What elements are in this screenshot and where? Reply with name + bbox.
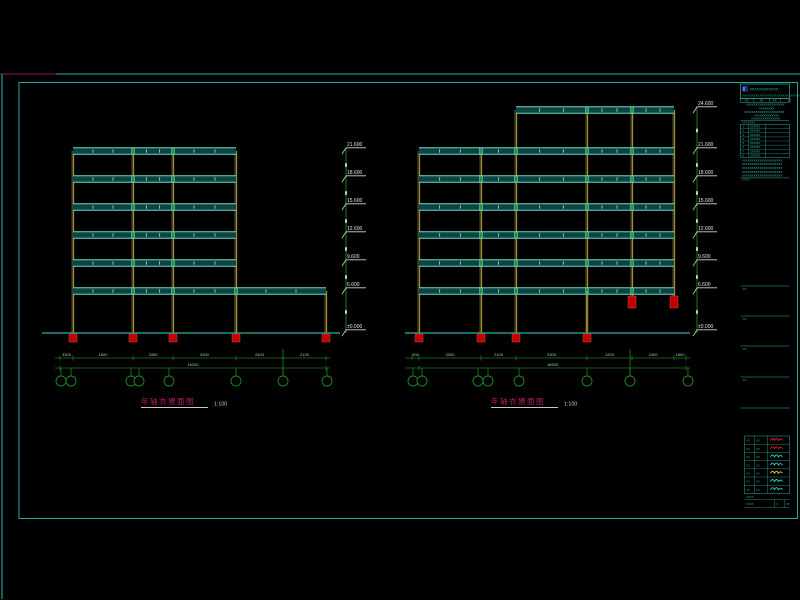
svg-text:18.600: 18.600: [698, 170, 714, 176]
svg-text:900: 900: [412, 352, 419, 357]
svg-text:12.600: 12.600: [347, 226, 363, 232]
svg-text:3300: 3300: [149, 352, 159, 357]
svg-text:6.600: 6.600: [698, 282, 711, 288]
svg-text:XX: XX: [746, 439, 750, 443]
svg-text:XX: XX: [743, 317, 747, 321]
svg-text:XX: XX: [743, 287, 747, 291]
svg-text:15.600: 15.600: [347, 198, 363, 204]
svg-text:XX: XX: [746, 480, 750, 484]
svg-text:15.600: 15.600: [698, 198, 714, 204]
svg-text:XXXXXX: XXXXXX: [750, 138, 760, 141]
svg-text:6.600: 6.600: [347, 282, 360, 288]
svg-text:±0.000: ±0.000: [698, 324, 713, 330]
svg-text:16200: 16200: [187, 362, 199, 367]
svg-text:2100: 2100: [300, 352, 310, 357]
svg-text:XXXXXX: XXXXXX: [750, 146, 760, 149]
svg-text:XX: XX: [786, 502, 790, 506]
svg-text:21.600: 21.600: [698, 142, 714, 148]
svg-text:2100: 2100: [494, 352, 504, 357]
svg-text:XXXX: XXXX: [742, 178, 750, 182]
svg-text:XX: XX: [746, 447, 750, 451]
svg-text:XXXXXX: XXXXXX: [750, 130, 760, 133]
svg-text:21.600: 21.600: [347, 142, 363, 148]
svg-text:XX: XX: [743, 378, 747, 382]
svg-text:XXXXXXX: XXXXXXX: [742, 120, 755, 124]
svg-text:XX: XX: [788, 98, 792, 102]
svg-text:XXXXXX: XXXXXX: [750, 142, 760, 145]
svg-text:9.600: 9.600: [698, 254, 711, 260]
svg-text:XXXXXXXXXXXX: XXXXXXXXXXXX: [750, 88, 779, 92]
svg-text:2400: 2400: [649, 352, 659, 357]
svg-text:年轴衣猥面图: 年轴衣猥面图: [141, 396, 195, 406]
svg-text:±0.000: ±0.000: [347, 324, 362, 330]
svg-text:16500: 16500: [547, 362, 559, 367]
svg-text:XX: XX: [756, 463, 760, 467]
svg-text:XXXX: XXXX: [746, 495, 754, 499]
svg-text:2400: 2400: [255, 352, 265, 357]
svg-text:XX: XX: [746, 455, 750, 459]
svg-text:XXXXXXXXXXXXXXX: XXXXXXXXXXXXXXX: [751, 116, 780, 120]
svg-text:24.600: 24.600: [698, 101, 714, 107]
svg-text:12.600: 12.600: [698, 226, 714, 232]
svg-text:XX: XX: [756, 480, 760, 484]
svg-text:XXXXXX: XXXXXX: [750, 126, 760, 129]
svg-text:1:100: 1:100: [564, 402, 577, 408]
svg-text:XXXXXXXXXXXXXXXXXXXXXXXXXXXXXX: XXXXXXXXXXXXXXXXXXXXXXXXXXXXXX: [742, 94, 800, 98]
svg-text:9.600: 9.600: [347, 254, 360, 260]
svg-text:XXXXXX: XXXXXX: [750, 150, 760, 153]
svg-text:XX: XX: [756, 447, 760, 451]
svg-text:1800: 1800: [676, 352, 686, 357]
svg-text:XXXXXX: XXXXXX: [750, 134, 760, 137]
svg-text:XX: XX: [756, 439, 760, 443]
svg-text:XX: XX: [756, 455, 760, 459]
svg-text:1200: 1200: [605, 352, 615, 357]
svg-text:XXXX: XXXX: [746, 502, 754, 506]
svg-text:XX: XX: [756, 472, 760, 476]
svg-text:1:100: 1:100: [214, 402, 227, 408]
svg-text:3300: 3300: [547, 352, 557, 357]
svg-text:XX: XX: [743, 347, 747, 351]
svg-text:1800: 1800: [99, 352, 109, 357]
svg-text:3300: 3300: [200, 352, 210, 357]
svg-text:XXXXXX: XXXXXX: [750, 155, 760, 158]
svg-text:18.600: 18.600: [347, 170, 363, 176]
svg-text:XX: XX: [746, 488, 750, 492]
svg-text:3300: 3300: [62, 352, 72, 357]
svg-text:3300: 3300: [446, 352, 456, 357]
svg-text:XX: XX: [746, 472, 750, 476]
svg-text:XX: XX: [756, 488, 760, 492]
svg-text:年轴衣猥面图: 年轴衣猥面图: [491, 396, 545, 406]
svg-text:XX: XX: [746, 463, 750, 467]
